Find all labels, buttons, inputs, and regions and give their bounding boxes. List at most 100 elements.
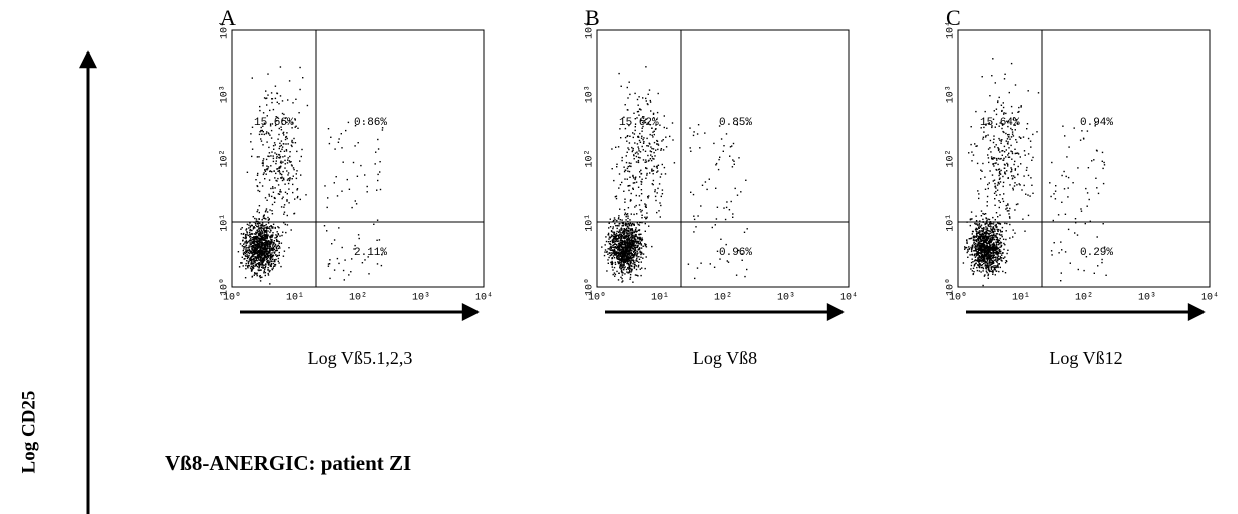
dot <box>1076 234 1079 236</box>
dot <box>985 135 987 137</box>
dot <box>1010 136 1013 138</box>
dot <box>636 274 638 276</box>
y-tick-label: 10⁴ <box>219 21 231 39</box>
dot <box>623 241 626 244</box>
dot <box>299 198 301 201</box>
dot <box>634 236 636 238</box>
dot <box>970 250 973 253</box>
dot <box>612 219 615 222</box>
dot <box>615 251 617 254</box>
dot <box>999 243 1001 245</box>
dot <box>976 223 978 225</box>
dot <box>996 184 999 186</box>
dot <box>645 118 647 120</box>
dot <box>1030 177 1032 179</box>
dot <box>256 265 259 268</box>
dot <box>258 156 260 158</box>
dot <box>622 250 625 252</box>
dot <box>1083 269 1085 272</box>
dot <box>997 147 999 149</box>
dot <box>635 265 638 267</box>
dot <box>263 227 265 229</box>
dot <box>976 246 978 248</box>
dot <box>275 248 278 250</box>
dot <box>635 268 638 271</box>
dot <box>278 133 280 136</box>
dot <box>996 253 998 256</box>
dot <box>999 255 1001 258</box>
dot <box>282 196 284 198</box>
dot <box>261 129 263 132</box>
dot <box>979 230 981 232</box>
dot <box>364 174 366 176</box>
dot <box>1001 257 1003 259</box>
dot <box>266 254 268 256</box>
dot <box>246 255 248 257</box>
dot <box>992 118 995 120</box>
dot <box>1018 110 1020 113</box>
dot <box>620 269 623 272</box>
dot <box>252 258 254 261</box>
dot <box>650 159 653 162</box>
dot <box>292 183 294 186</box>
dot <box>1002 150 1004 152</box>
dot <box>1004 262 1007 264</box>
dot <box>615 146 617 148</box>
dot <box>629 264 631 266</box>
dot <box>634 152 637 154</box>
dot <box>258 254 261 256</box>
dot <box>622 247 625 249</box>
dot-cloud <box>237 66 384 285</box>
dot <box>613 241 616 243</box>
dot <box>355 203 358 205</box>
dot <box>992 223 995 225</box>
dot <box>632 240 634 242</box>
dot <box>984 176 986 178</box>
dot <box>992 163 994 166</box>
dot <box>261 239 264 241</box>
dot <box>631 244 633 246</box>
dot <box>986 205 988 207</box>
dot <box>269 170 272 172</box>
dot <box>639 233 641 235</box>
dot <box>621 181 623 184</box>
dot <box>633 154 635 156</box>
dot <box>976 228 978 230</box>
dot <box>1007 163 1009 166</box>
dot <box>725 206 728 209</box>
dot <box>627 226 629 228</box>
dot <box>259 248 261 250</box>
dot <box>975 242 977 245</box>
dot <box>999 237 1001 240</box>
dot <box>267 247 269 249</box>
dot <box>261 232 263 234</box>
dot <box>984 213 987 215</box>
dot <box>265 227 268 229</box>
dot <box>994 247 997 249</box>
dot <box>283 150 286 152</box>
dot <box>630 250 632 252</box>
dot <box>656 111 659 114</box>
dot <box>981 255 984 258</box>
dot <box>253 242 255 245</box>
dot <box>374 163 376 165</box>
dot <box>980 233 982 235</box>
dot <box>274 97 277 100</box>
dot <box>280 177 282 179</box>
dot <box>729 155 731 157</box>
dot <box>622 261 625 263</box>
dot <box>996 241 999 243</box>
dot <box>611 168 613 170</box>
dot <box>629 165 631 167</box>
dot <box>1018 136 1021 138</box>
dot <box>660 148 663 150</box>
dot <box>1094 121 1097 124</box>
dot <box>741 259 743 261</box>
dot <box>979 266 981 269</box>
dot <box>264 246 267 248</box>
dot <box>654 195 657 198</box>
dot <box>690 191 692 193</box>
dot <box>268 249 271 252</box>
dot <box>661 163 663 166</box>
dot <box>991 157 994 160</box>
